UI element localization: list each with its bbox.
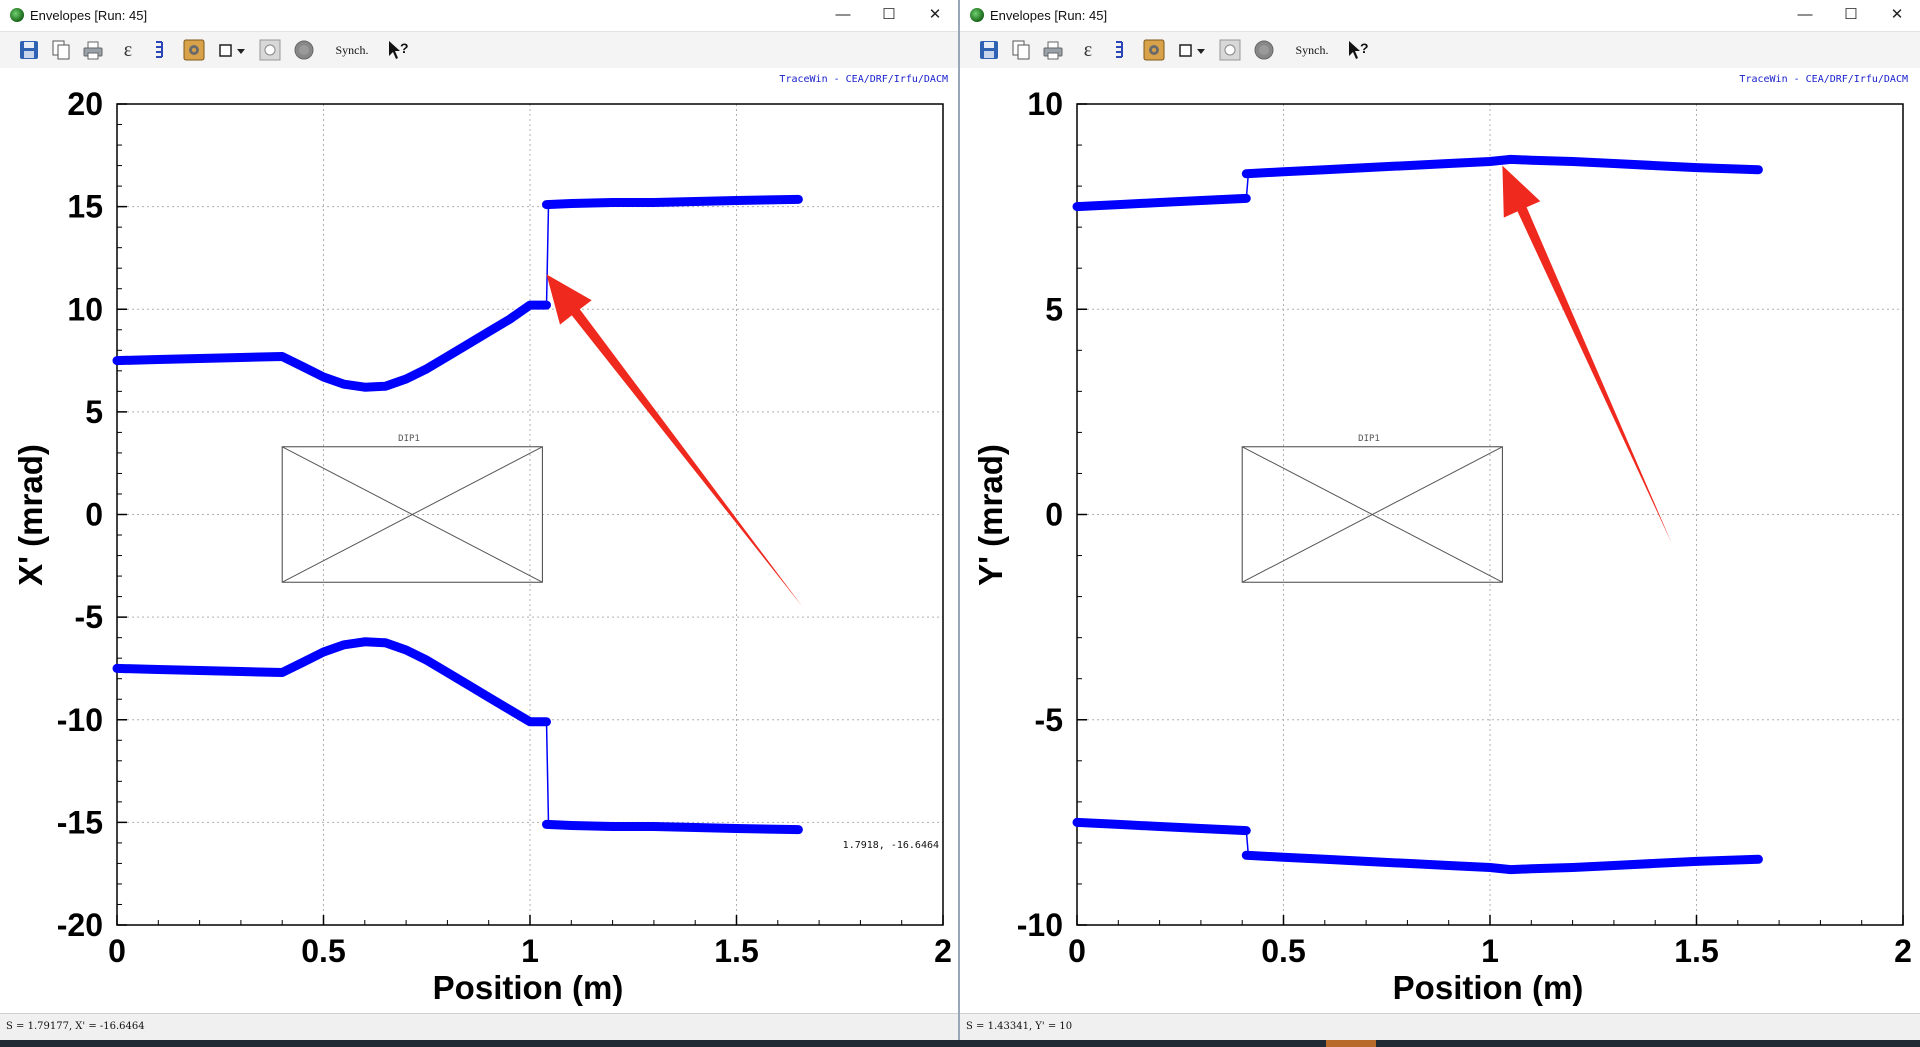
copy-icon[interactable] bbox=[1010, 39, 1032, 61]
maximize-button[interactable]: ☐ bbox=[1844, 6, 1858, 23]
envelopes-window-x[interactable]: Envelopes [Run: 45] — ☐ ✕ ε Synch. bbox=[0, 0, 958, 1040]
plot-area[interactable]: TraceWin - CEA/DRF/Irfu/DACM DIP1 Positi… bbox=[960, 68, 1920, 1013]
element-label: DIP1 bbox=[1358, 434, 1380, 444]
annotation-arrow bbox=[1502, 165, 1672, 544]
y-tick-label: 10 bbox=[67, 291, 103, 327]
element-diagonal bbox=[1241, 446, 1503, 583]
envelope-jump bbox=[1245, 830, 1250, 856]
print-icon[interactable] bbox=[1042, 39, 1064, 61]
tracewin-app-icon bbox=[970, 8, 984, 22]
window-divider bbox=[958, 0, 960, 1040]
credit-label: TraceWin - CEA/DRF/Irfu/DACM bbox=[779, 74, 948, 85]
x-tick-label: 1 bbox=[521, 933, 539, 969]
minimize-button[interactable]: — bbox=[835, 6, 851, 23]
y-tick-label: 15 bbox=[67, 189, 103, 225]
x-tick-label: 0 bbox=[1068, 933, 1086, 969]
element-box bbox=[1241, 446, 1503, 583]
credit-label: TraceWin - CEA/DRF/Irfu/DACM bbox=[1739, 74, 1908, 85]
print-icon[interactable] bbox=[82, 39, 104, 61]
stop-icon[interactable] bbox=[292, 39, 316, 61]
envelope-series-2 bbox=[112, 637, 803, 835]
envelope-series-2 bbox=[1072, 817, 1763, 875]
envelope-series-1 bbox=[1072, 154, 1763, 212]
window-title: Envelopes [Run: 45] bbox=[30, 8, 148, 23]
y-tick-label: -10 bbox=[1017, 907, 1063, 943]
toolbar: ε Synch. ? bbox=[960, 31, 1920, 69]
window-title: Envelopes [Run: 45] bbox=[990, 8, 1108, 23]
element-diagonal bbox=[281, 446, 543, 583]
svg-text:?: ? bbox=[1360, 40, 1369, 56]
envelope-jump bbox=[545, 204, 550, 306]
y-tick-label: 20 bbox=[67, 86, 103, 122]
record-frame-icon[interactable] bbox=[258, 39, 282, 61]
envelope-jump bbox=[1245, 173, 1250, 199]
x-tick-label: 1.5 bbox=[1674, 933, 1718, 969]
minimize-button[interactable]: — bbox=[1797, 6, 1813, 23]
svg-text:?: ? bbox=[400, 40, 409, 56]
annotation-arrow bbox=[546, 274, 803, 607]
help-pointer-icon[interactable]: ? bbox=[386, 39, 410, 61]
title-bar[interactable]: Envelopes [Run: 45] — ☐ ✕ bbox=[0, 0, 958, 30]
y-tick-label: -10 bbox=[57, 702, 103, 738]
copy-icon[interactable] bbox=[50, 39, 72, 61]
ellipse-icon[interactable] bbox=[1110, 39, 1130, 61]
stop-icon[interactable] bbox=[1252, 39, 1276, 61]
y-axis-label: X' (mrad) bbox=[12, 444, 49, 586]
status-bar: S = 1.43341, Y' = 10 bbox=[960, 1013, 1920, 1040]
title-bar[interactable]: Envelopes [Run: 45] — ☐ ✕ bbox=[960, 0, 1920, 30]
status-text: S = 1.79177, X' = -16.6464 bbox=[6, 1021, 145, 1032]
taskbar bbox=[0, 1040, 1920, 1047]
y-tick-label: -20 bbox=[57, 907, 103, 943]
frame-dropdown[interactable] bbox=[218, 39, 248, 61]
x-axis-label: Position (m) bbox=[1393, 969, 1584, 1006]
taskbar-app-item[interactable] bbox=[1326, 1040, 1376, 1047]
x-tick-label: 0.5 bbox=[1261, 933, 1305, 969]
cursor-readout: 1.7918, -16.6464 bbox=[843, 840, 939, 851]
save-icon[interactable] bbox=[978, 39, 1000, 61]
y-tick-label: 10 bbox=[1027, 86, 1063, 122]
synch-button[interactable]: Synch. bbox=[335, 42, 369, 57]
x-tick-label: 2 bbox=[934, 933, 952, 969]
envelope-chart: TraceWin - CEA/DRF/Irfu/DACM 1.7918, -16… bbox=[12, 74, 952, 1006]
x-tick-label: 0 bbox=[108, 933, 126, 969]
envelope-jump bbox=[545, 721, 550, 825]
save-icon[interactable] bbox=[18, 39, 40, 61]
ellipse-icon[interactable] bbox=[150, 39, 170, 61]
x-tick-label: 1 bbox=[1481, 933, 1499, 969]
y-tick-label: 5 bbox=[85, 394, 103, 430]
y-tick-label: -5 bbox=[1035, 702, 1063, 738]
status-bar: S = 1.79177, X' = -16.6464 bbox=[0, 1013, 958, 1040]
maximize-button[interactable]: ☐ bbox=[882, 6, 896, 23]
envelope-series-1 bbox=[112, 194, 803, 392]
x-tick-label: 0.5 bbox=[301, 933, 345, 969]
envelopes-window-y[interactable]: Envelopes [Run: 45] — ☐ ✕ ε Synch. bbox=[960, 0, 1920, 1040]
y-tick-label: 0 bbox=[1045, 497, 1063, 533]
help-pointer-icon[interactable]: ? bbox=[1346, 39, 1370, 61]
status-text: S = 1.43341, Y' = 10 bbox=[966, 1021, 1073, 1032]
tracewin-app-icon bbox=[10, 8, 24, 22]
element-box bbox=[281, 446, 543, 583]
element-label: DIP1 bbox=[398, 434, 420, 444]
frame-dropdown[interactable] bbox=[1178, 39, 1208, 61]
envelope-chart: TraceWin - CEA/DRF/Irfu/DACM DIP1 Positi… bbox=[972, 74, 1912, 1006]
record-frame-icon[interactable] bbox=[1218, 39, 1242, 61]
settings-icon[interactable] bbox=[1142, 39, 1166, 61]
x-axis-label: Position (m) bbox=[433, 969, 624, 1006]
close-button[interactable]: ✕ bbox=[1890, 6, 1904, 23]
y-tick-label: -15 bbox=[57, 804, 103, 840]
emittance-icon[interactable]: ε bbox=[123, 38, 133, 61]
toolbar: ε Synch. ? bbox=[0, 31, 958, 69]
x-tick-label: 1.5 bbox=[714, 933, 758, 969]
y-tick-label: 5 bbox=[1045, 291, 1063, 327]
synch-button[interactable]: Synch. bbox=[1295, 42, 1329, 57]
plot-area[interactable]: TraceWin - CEA/DRF/Irfu/DACM 1.7918, -16… bbox=[0, 68, 958, 1013]
y-tick-label: 0 bbox=[85, 497, 103, 533]
emittance-icon[interactable]: ε bbox=[1083, 38, 1093, 61]
y-tick-label: -5 bbox=[75, 599, 103, 635]
x-tick-label: 2 bbox=[1894, 933, 1912, 969]
close-button[interactable]: ✕ bbox=[928, 6, 942, 23]
settings-icon[interactable] bbox=[182, 39, 206, 61]
y-axis-label: Y' (mrad) bbox=[972, 444, 1009, 586]
